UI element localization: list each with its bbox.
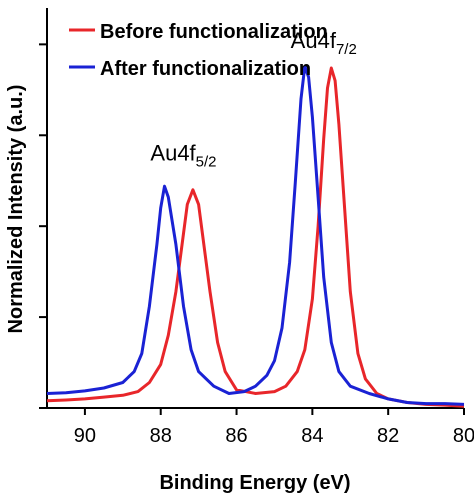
x-tick-label-80: 80 — [453, 425, 474, 447]
x-tick-label-86: 86 — [225, 425, 247, 447]
y-axis-title: Normalized Intensity (a.u.) — [5, 85, 27, 334]
peak-label-7-2: Au4f7/2 — [291, 28, 357, 58]
peak-label-5-2: Au4f5/2 — [150, 141, 216, 171]
axes — [46, 8, 464, 409]
legend: Before functionalization After functiona… — [69, 21, 328, 80]
x-axis-title: Binding Energy (eV) — [159, 472, 350, 494]
series-line-before — [46, 66, 465, 408]
y-ticks — [39, 43, 47, 409]
x-tick-label-88: 88 — [150, 425, 172, 447]
x-tick-label-82: 82 — [377, 425, 399, 447]
x-ticks: 90 88 86 84 82 80 — [74, 408, 474, 447]
peak-annotations: Au4f5/2 Au4f7/2 — [150, 28, 356, 171]
legend-label-before: Before functionalization — [100, 21, 328, 43]
x-tick-label-84: 84 — [301, 425, 323, 447]
legend-label-after: After functionalization — [100, 58, 311, 80]
series-lines — [46, 64, 465, 408]
x-tick-label-90: 90 — [74, 425, 96, 447]
series-line-after — [46, 64, 465, 406]
